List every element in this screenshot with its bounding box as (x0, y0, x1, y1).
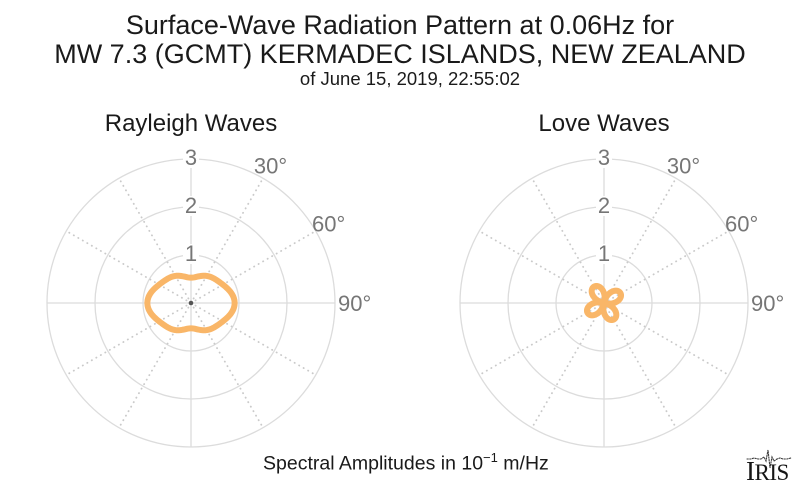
svg-text:2: 2 (185, 193, 197, 218)
svg-text:3: 3 (185, 145, 197, 170)
svg-text:2: 2 (598, 193, 610, 218)
svg-text:3: 3 (598, 145, 610, 170)
svg-text:30°: 30° (667, 153, 700, 178)
svg-text:90°: 90° (338, 291, 371, 316)
svg-text:30°: 30° (254, 153, 287, 178)
svg-text:90°: 90° (751, 291, 784, 316)
svg-text:1: 1 (185, 241, 197, 266)
svg-text:1: 1 (598, 241, 610, 266)
svg-text:60°: 60° (725, 212, 758, 237)
svg-text:60°: 60° (312, 212, 345, 237)
